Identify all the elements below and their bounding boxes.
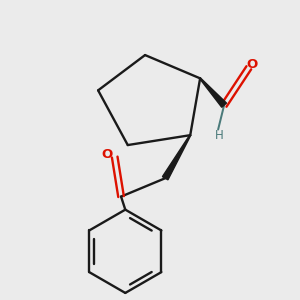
Text: O: O	[101, 148, 112, 161]
Text: H: H	[215, 129, 224, 142]
Polygon shape	[200, 78, 226, 107]
Text: O: O	[246, 58, 257, 71]
Polygon shape	[162, 135, 191, 180]
